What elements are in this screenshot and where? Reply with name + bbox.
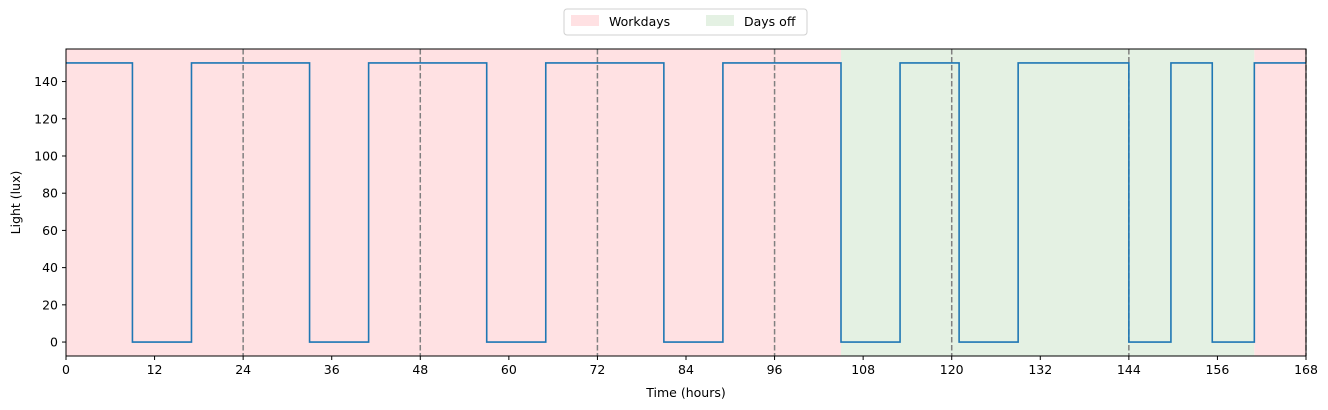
x-tick-label: 144 xyxy=(1117,362,1141,377)
y-tick-label: 0 xyxy=(50,335,58,350)
x-tick-label: 72 xyxy=(589,362,605,377)
x-tick-label: 24 xyxy=(235,362,251,377)
x-tick-label: 48 xyxy=(412,362,428,377)
legend-box xyxy=(563,8,808,36)
y-tick-label: 120 xyxy=(34,111,58,126)
x-tick-label: 120 xyxy=(940,362,964,377)
y-tick-label: 40 xyxy=(42,260,58,275)
legend-swatch xyxy=(571,15,599,26)
series-group xyxy=(66,62,1306,343)
y-tick-label: 80 xyxy=(42,186,58,201)
x-tick-label: 12 xyxy=(147,362,163,377)
y-tick-label: 60 xyxy=(42,223,58,238)
legend-label: Days off xyxy=(744,14,796,29)
series-line-0 xyxy=(66,62,1306,343)
shaded-region-0 xyxy=(66,49,841,356)
x-tick-label: 108 xyxy=(851,362,875,377)
legend-swatch xyxy=(706,15,734,26)
x-tick-label: 60 xyxy=(501,362,517,377)
x-tick-label: 36 xyxy=(324,362,340,377)
y-tick-label: 20 xyxy=(42,297,58,312)
x-tick-label: 96 xyxy=(767,362,783,377)
x-tick-label: 168 xyxy=(1294,362,1318,377)
y-tick-label: 140 xyxy=(34,74,58,89)
shaded-regions xyxy=(66,49,1306,356)
x-tick-label: 84 xyxy=(678,362,694,377)
y-tick-label: 100 xyxy=(34,148,58,163)
x-axis-label: Time (hours) xyxy=(645,385,725,400)
x-tick-label: 156 xyxy=(1205,362,1229,377)
y-axis-ticks: 0 20 40 60 80 100 120 140 xyxy=(34,74,66,350)
legend-label: Workdays xyxy=(609,14,670,29)
shaded-region-2 xyxy=(1254,49,1306,356)
y-axis-label: Light (lux) xyxy=(8,171,23,235)
x-tick-label: 132 xyxy=(1028,362,1052,377)
x-axis-ticks: 0 12 24 36 48 60 72 84 96 108 120 132 144 156 168 xyxy=(62,356,1318,377)
legend: Workdays Days off xyxy=(563,8,808,36)
x-tick-label: 0 xyxy=(62,362,70,377)
shaded-region-1 xyxy=(841,49,1255,356)
